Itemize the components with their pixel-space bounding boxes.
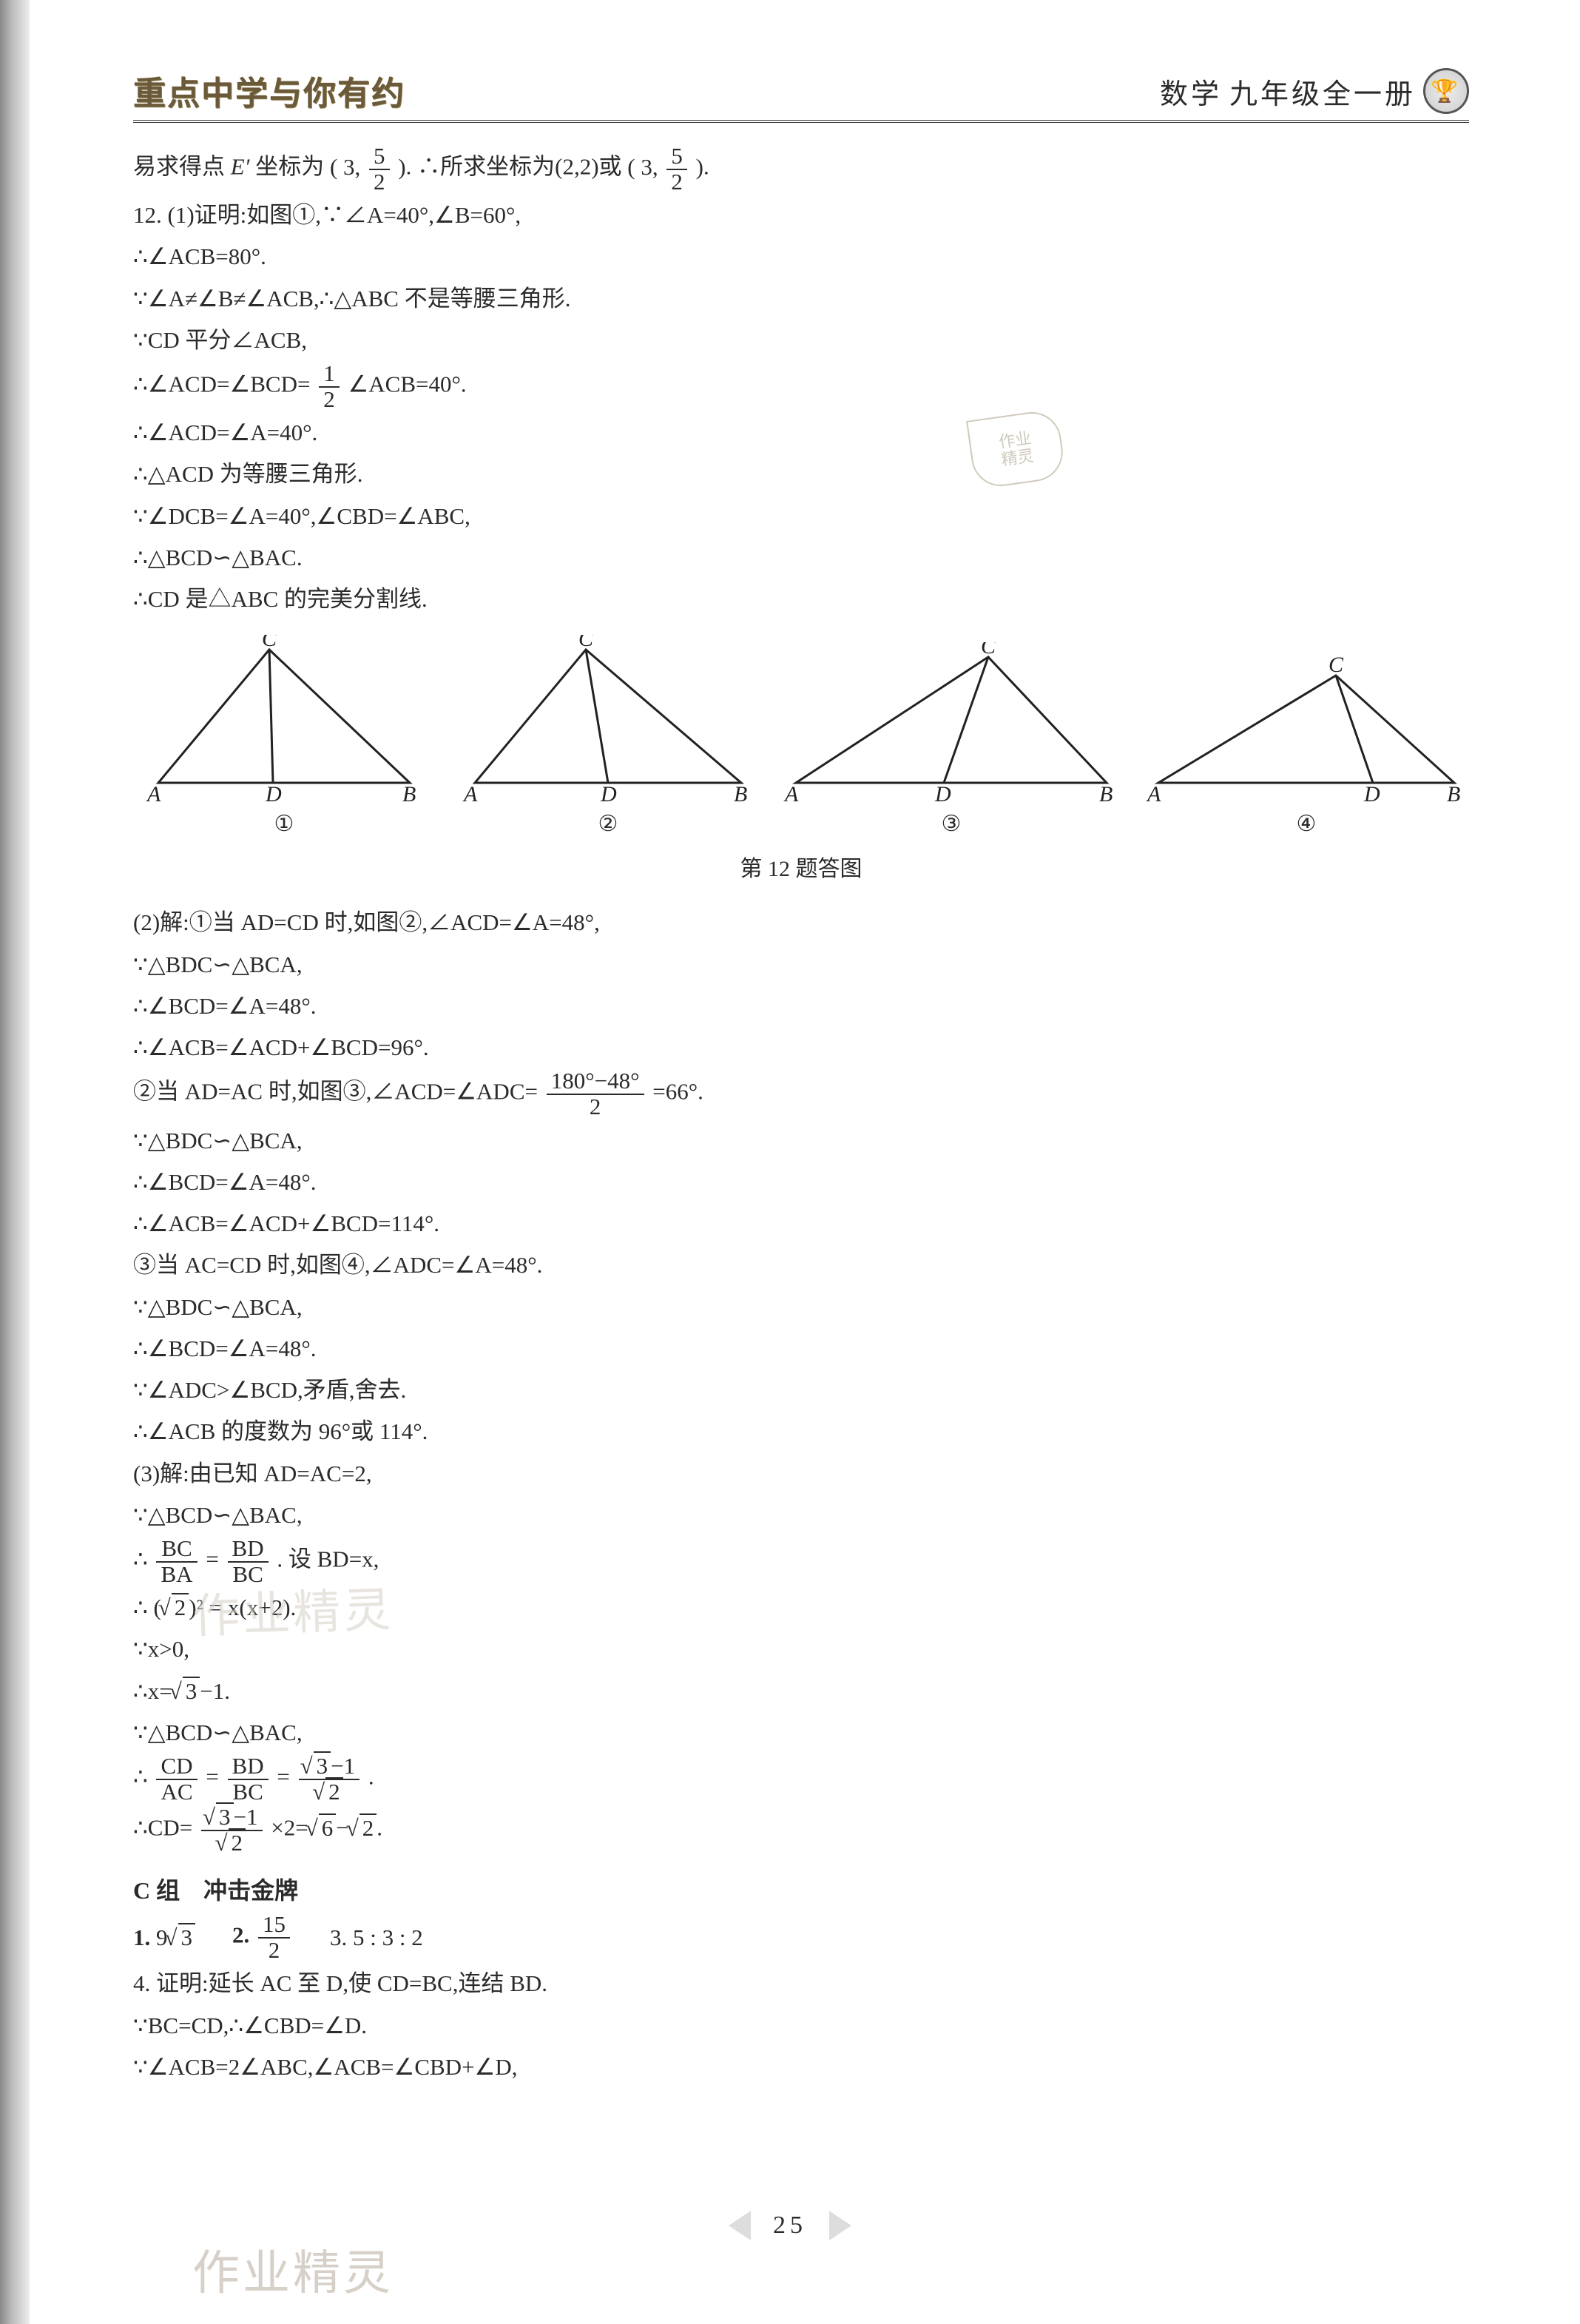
text-line: ∴∠BCD=∠A=48°. [133, 1162, 1469, 1203]
triangle-label: ④ [1144, 805, 1469, 844]
figures-row: A D B C ① A D B [133, 635, 1469, 844]
text-line: 4. 证明:延长 AC 至 D,使 CD=BC,连结 BD. [133, 1963, 1469, 2004]
triangle-3: A D B C ③ [781, 642, 1121, 844]
triangle-svg-3: A D B C [781, 642, 1121, 805]
answer-3: 3. 5 : 3 : 2 [330, 1918, 423, 1958]
svg-text:C: C [1329, 653, 1344, 677]
svg-text:C: C [262, 635, 277, 651]
text-line: ∴CD= 3−12 ×2=6−2. [133, 1805, 1469, 1856]
text-line: ∴∠ACD=∠A=40°. [133, 412, 1469, 454]
figures-caption: 第 12 题答图 [133, 850, 1469, 889]
text-line: 12. (1)证明:如图①,∵∠A=40°,∠B=60°, [133, 195, 1469, 236]
content-body: 易求得点 E′ 坐标为 ( 3, 52 ). ∴所求坐标为(2,2)或 ( 3,… [133, 144, 1469, 2088]
text-line: ∵△BDC∽△BCA, [133, 944, 1469, 986]
answers-row: 1. 93 2. 152 3. 5 : 3 : 2 [133, 1912, 1469, 1963]
text-line: ∴ CDAC = BDBC = 3−12 . [133, 1754, 1469, 1805]
text-line: ∵x>0, [133, 1629, 1469, 1670]
answer-2: 2. 152 [232, 1913, 293, 1962]
text-line: ∵CD 平分∠ACB, [133, 320, 1469, 361]
text-line: ∵∠DCB=∠A=40°,∠CBD=∠ABC, [133, 496, 1469, 537]
watermark-text: 作业精灵 [192, 2235, 394, 2303]
text-line: ③当 AC=CD 时,如图④,∠ADC=∠A=48°. [133, 1244, 1469, 1286]
svg-text:A: A [783, 782, 799, 805]
header-left-title: 重点中学与你有约 [133, 67, 405, 114]
page-number-value: 25 [736, 2209, 844, 2243]
triangle-label: ① [133, 805, 435, 844]
text-line: ∴ BCBA = BDBC . 设 BD=x, [133, 1536, 1469, 1587]
svg-text:A: A [146, 782, 161, 805]
triangle-4: A D B C ④ [1144, 650, 1469, 844]
text-line: ∴∠ACD=∠BCD= 12 ∠ACB=40°. [133, 361, 1469, 412]
text-line: (3)解:由已知 AD=AC=2, [133, 1453, 1469, 1495]
text-line: (2)解:①当 AD=CD 时,如图②,∠ACD=∠A=48°, [133, 902, 1469, 943]
section-c-heading: C 组 冲击金牌 [133, 1869, 1469, 1912]
triangle-svg-1: A D B C [144, 635, 425, 805]
text-line: ∵△BDC∽△BCA, [133, 1120, 1469, 1162]
text-line: ∵∠ADC>∠BCD,矛盾,舍去. [133, 1370, 1469, 1411]
text-line: ∴∠BCD=∠A=48°. [133, 1328, 1469, 1370]
text-line: ∵BC=CD,∴∠CBD=∠D. [133, 2005, 1469, 2047]
text-line: ∴∠ACB 的度数为 96°或 114°. [133, 1411, 1469, 1452]
page-header: 重点中学与你有约 数学 九年级全一册 🏆 [133, 67, 1469, 123]
text-line: ∴∠BCD=∠A=48°. [133, 986, 1469, 1027]
text-line: ∵△BDC∽△BCA, [133, 1287, 1469, 1328]
watermark-text-inline: 作业精灵 [998, 429, 1035, 469]
trophy-icon: 🏆 [1423, 68, 1469, 114]
text-line: ∴△BCD∽△BAC. [133, 537, 1469, 579]
answer-1: 1. 93 [133, 1918, 195, 1958]
svg-text:A: A [1146, 782, 1161, 805]
svg-text:B: B [402, 782, 416, 805]
text-line: ∵△BCD∽△BAC, [133, 1712, 1469, 1754]
svg-text:B: B [1447, 782, 1460, 805]
svg-text:B: B [1099, 782, 1113, 805]
triangle-1: A D B C ① [133, 635, 435, 844]
header-subject: 数学 [1160, 71, 1222, 112]
binding-edge [0, 0, 30, 2324]
page: 重点中学与你有约 数学 九年级全一册 🏆 作业精灵 易求得点 E′ 坐标为 ( … [0, 0, 1580, 2324]
triangle-label: ③ [781, 805, 1121, 844]
text-line: ∴ (2)² = x(x+2). [133, 1587, 1469, 1629]
triangle-svg-2: A D B C [460, 635, 756, 805]
triangle-label: ② [457, 805, 759, 844]
header-grade: 九年级全一册 [1229, 71, 1416, 112]
text-line: ∴∠ACB=∠ACD+∠BCD=114°. [133, 1203, 1469, 1244]
text-line: ∴∠ACB=80°. [133, 236, 1469, 277]
svg-text:B: B [734, 782, 747, 805]
header-right: 数学 九年级全一册 🏆 [1160, 68, 1469, 114]
text-line: ∵∠A≠∠B≠∠ACB,∴△ABC 不是等腰三角形. [133, 278, 1469, 320]
svg-text:D: D [265, 782, 282, 805]
text-line: ∴△ACD 为等腰三角形. [133, 454, 1469, 495]
text-line: ∴x=3−1. [133, 1671, 1469, 1712]
text-line: ∵△BCD∽△BAC, [133, 1495, 1469, 1536]
svg-text:A: A [462, 782, 478, 805]
text-line: ∴∠ACB=∠ACD+∠BCD=96°. [133, 1027, 1469, 1068]
triangle-2: A D B C ② [457, 635, 759, 844]
svg-text:D: D [1363, 782, 1380, 805]
text-line: ∴CD 是△ABC 的完美分割线. [133, 579, 1469, 620]
text-line: ②当 AD=AC 时,如图③,∠ACD=∠ADC= 180°−48°2 =66°… [133, 1068, 1469, 1119]
triangle-svg-4: A D B C [1144, 650, 1469, 805]
text-line: 易求得点 E′ 坐标为 ( 3, 52 ). ∴所求坐标为(2,2)或 ( 3,… [133, 144, 1469, 195]
svg-text:D: D [600, 782, 617, 805]
svg-text:D: D [934, 782, 951, 805]
text-line: ∵∠ACB=2∠ABC,∠ACB=∠CBD+∠D, [133, 2047, 1469, 2088]
svg-text:C: C [981, 642, 996, 659]
page-number: 25 [0, 2209, 1580, 2243]
svg-text:C: C [578, 635, 594, 651]
